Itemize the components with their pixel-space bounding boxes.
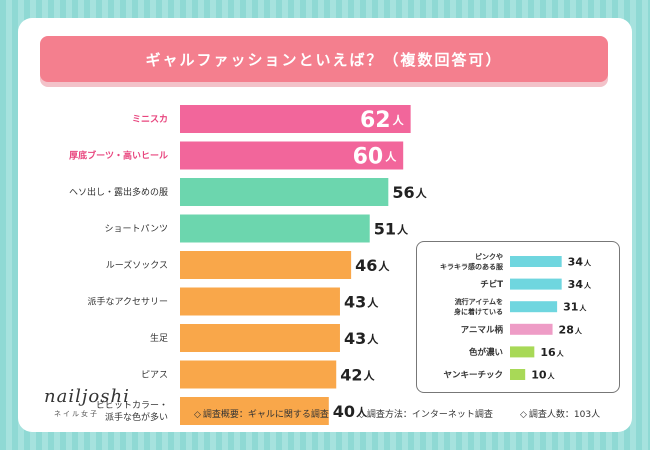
bar <box>180 251 352 279</box>
category-label: ルーズソックス <box>106 259 168 271</box>
unit-label: 人 <box>378 259 390 273</box>
unit-label: 人 <box>367 296 379 310</box>
inset-value-label: 16 <box>540 346 556 359</box>
inset-bar <box>510 369 526 380</box>
category-label: 厚底ブーツ・高いヒール <box>69 150 168 162</box>
survey-method: 調査方法：インターネット調査 <box>366 410 493 420</box>
inset-bar <box>510 323 553 335</box>
footer-overview: ◇ 調査概要：ギャルに関する調査 <box>194 407 329 420</box>
category-label: 派手なアクセサリー <box>87 296 168 308</box>
brand-subtitle: ネイル女子 <box>54 410 99 418</box>
inset-bar <box>510 346 535 358</box>
inset-category-label: 流行アイテムを <box>455 297 503 306</box>
unit-label: 人 <box>385 150 397 164</box>
footer-bullet-icon: ◇ <box>194 410 201 420</box>
inset-unit-label: 人 <box>584 281 592 290</box>
footer-count: ◇ 調査人数：103人 <box>520 407 600 420</box>
inset-bar <box>510 301 558 313</box>
value-label: 43 <box>344 329 366 348</box>
inset-unit-label: 人 <box>548 372 556 381</box>
inset-value-label: 34 <box>568 256 584 269</box>
unit-label: 人 <box>416 186 428 200</box>
value-label: 56 <box>392 183 414 202</box>
inset-value-label: 28 <box>559 323 574 336</box>
bar <box>180 360 337 389</box>
inset-category-label: チビT <box>480 279 503 290</box>
inset-value-label: 34 <box>568 278 584 291</box>
bar <box>180 105 411 133</box>
value-label: 43 <box>344 292 366 311</box>
bar <box>180 324 340 352</box>
bar <box>180 178 389 206</box>
value-label: 51 <box>374 219 396 238</box>
category-label: 生足 <box>150 332 168 344</box>
inset-category-label: アニマル柄 <box>461 324 504 335</box>
footer-bullet-icon: ◇ <box>520 410 527 420</box>
category-label: ビビットカラー・ <box>96 400 168 411</box>
unit-label: 人 <box>397 223 409 237</box>
category-label: ミニスカ <box>132 114 168 125</box>
inset-category-label: ピンクや <box>475 252 503 261</box>
inset-unit-label: 人 <box>584 259 592 268</box>
title-banner: ギャルファッションといえば？（複数回答可） <box>40 36 608 82</box>
unit-label: 人 <box>367 332 379 346</box>
survey-count: 調査人数：103人 <box>528 410 601 420</box>
brand-logo: nailjoshi <box>44 386 130 407</box>
inset-unit-label: 人 <box>557 349 565 358</box>
footer-bullet-icon: ◇ <box>358 410 365 420</box>
chart-title: ギャルファッションといえば？（複数回答可） <box>145 50 503 69</box>
inset-category-label: キラキラ感のある服 <box>440 262 504 271</box>
category-label: ヘソ出し・露出多めの服 <box>69 186 168 198</box>
value-label: 40 <box>333 402 355 421</box>
inset-bar <box>510 278 562 290</box>
inset-category-label: ヤンキーチック <box>443 370 503 381</box>
inset-category-label: 身に着けている <box>453 307 503 316</box>
inset-unit-label: 人 <box>575 326 583 335</box>
inset-category-label: 色が濃い <box>469 347 503 358</box>
footer-method: ◇ 調査方法：インターネット調査 <box>358 407 493 420</box>
unit-label: 人 <box>364 369 376 383</box>
inset-bar <box>510 256 562 267</box>
value-label: 46 <box>355 256 377 275</box>
inset-value-label: 31 <box>563 301 578 314</box>
bar <box>180 287 340 316</box>
unit-label: 人 <box>356 405 368 419</box>
value-label: 60 <box>353 144 384 169</box>
category-label: ショートパンツ <box>105 224 168 235</box>
value-label: 42 <box>340 365 362 384</box>
chart-card: ギャルファッションといえば？（複数回答可） ミニスカ 62 人厚底ブーツ・高いヒール… <box>18 18 632 432</box>
inset-unit-label: 人 <box>579 304 587 313</box>
bar <box>180 214 370 243</box>
survey-overview: 調査概要：ギャルに関する調査 <box>202 410 329 420</box>
bar <box>180 397 329 425</box>
category-label: ピアス <box>141 370 168 381</box>
value-label: 62 <box>360 108 391 133</box>
bar <box>180 141 404 170</box>
inset-value-label: 10 <box>531 369 547 382</box>
unit-label: 人 <box>393 113 405 127</box>
category-label: 派手な色が多い <box>105 411 168 423</box>
